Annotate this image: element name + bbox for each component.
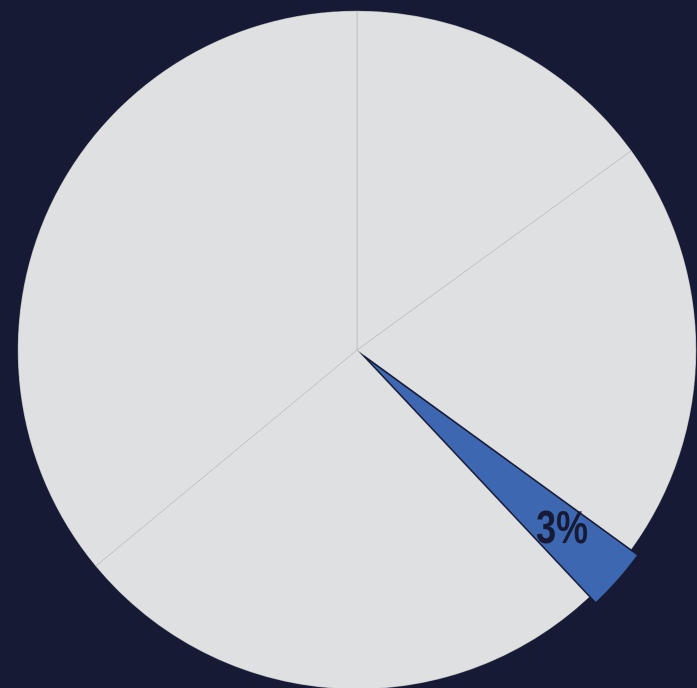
pie-slice — [363, 355, 640, 605]
pie-slice — [17, 10, 358, 567]
pie-slice — [95, 349, 590, 688]
pie-slice — [356, 150, 697, 550]
pie-slice — [356, 10, 632, 351]
data-label: 3% — [536, 502, 588, 553]
